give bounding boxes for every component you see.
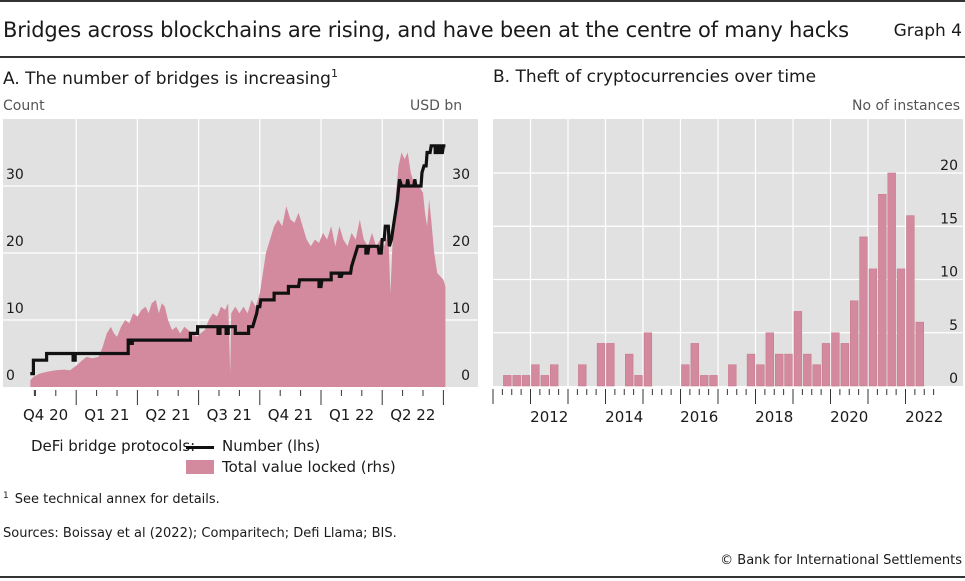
bar-2013-Q2 [578,364,587,387]
legend-number-line-swatch [186,446,214,449]
bar-2014-Q4 [634,375,643,387]
bar-2018-Q1 [756,364,765,387]
sources-note: Sources: Boissay et al (2022); Comparite… [3,526,397,541]
bar-2019-Q1 [793,311,803,387]
title-rule [0,56,965,58]
bar-2012-Q1 [531,364,540,387]
bar-2020-Q1 [831,332,840,387]
top-rule [0,0,965,2]
bar-2015-Q1 [643,332,653,387]
bar-2021-Q4 [896,268,906,387]
panel-a-x-tick-label: Q4 21 [268,406,313,424]
bar-2020-Q4 [859,236,868,387]
bar-2019-Q3 [812,364,821,387]
bar-2018-Q4 [784,353,793,387]
bar-2018-Q3 [775,353,784,387]
number-line [30,144,446,376]
legend-tvl-swatch [186,460,214,474]
bar-2022-Q1 [906,215,915,387]
bar-2016-Q3 [700,375,709,387]
panel-b-x-tick-label: 2014 [605,408,643,426]
bar-2016-Q4 [709,375,718,387]
bar-2013-Q4 [596,343,606,387]
panel-b-right-tick-label: 20 [940,158,958,174]
panel-a-left-axis-unit: Count [3,98,45,114]
bar-2020-Q2 [840,343,849,387]
bar-2012-Q3 [550,364,559,387]
legend-tvl-label: Total value locked (rhs) [222,458,396,476]
bar-2017-Q2 [728,364,737,387]
panel-b-title: B. Theft of cryptocurrencies over time [493,67,817,87]
bar-2014-Q1 [606,343,615,387]
panel-b-right-tick-label: 10 [940,265,958,281]
bar-2021-Q1 [868,268,878,387]
panel-b-right-tick-label: 5 [949,318,958,334]
panel-a-left-tick-label: 10 [6,301,24,317]
panel-b-chart: 0 5 10 15 20 2012 2014 2016 2018 2020 2022 [492,119,965,426]
copyright: © Bank for International Settlements [720,553,962,568]
charts-canvas: 0 10 20 30 0 10 20 30 Q4 20 Q1 21 Q2 21 Q3 21 Q4 21 Q… [3,119,965,426]
panel-b-x-tick-label: 2022 [905,408,943,426]
bar-2016-Q2 [690,343,699,387]
panel-a-title: A. The number of bridges is increasing1 [3,67,338,89]
bar-2021-Q2 [878,194,887,387]
panel-a-left-tick-label: 20 [6,234,24,250]
panel-a-left-tick-label: 0 [6,368,15,384]
bar-2019-Q2 [803,353,812,387]
panel-a-x-tick-label: Q2 22 [390,406,435,424]
panel-b-x-tick-label: 2016 [680,408,718,426]
panel-a-x-tick-label: Q1 22 [329,406,374,424]
bottom-rule [0,576,965,578]
bar-2020-Q3 [850,300,859,387]
panel-a-x-tick-label: Q3 21 [207,406,252,424]
footnote-text: See technical annex for details. [14,492,220,507]
footnote: 1 See technical annex for details. [3,491,220,507]
panel-a-right-axis-unit: USD bn [410,98,463,114]
panel-b-right-tick-label: 15 [940,211,958,227]
panel-b-x-tick-label: 2020 [830,408,868,426]
panel-a-right-tick-label: 10 [452,301,470,317]
panel-a-left-tick-label: 30 [6,167,24,183]
panel-a-footnote-mark: 1 [330,67,338,80]
panel-b-x-tick-label: 2018 [755,408,793,426]
panel-b-x-tick-label: 2012 [530,408,568,426]
chart-title: Bridges across blockchains are rising, a… [3,18,849,42]
panel-a-x-tick-label: Q4 20 [23,406,68,424]
bar-2019-Q4 [821,343,831,387]
panel-a-right-tick-label: 20 [452,234,470,250]
bar-2011-Q4 [521,375,531,387]
bar-2014-Q3 [625,353,634,387]
footnote-mark: 1 [3,491,9,501]
panel-a-right-tick-label: 30 [452,167,470,183]
bar-2011-Q2 [503,375,512,387]
panel-a-right-tick-label: 0 [461,368,470,384]
graph-number: Graph 4 [893,21,962,41]
bar-2021-Q3 [887,172,896,387]
legend-lead-label: DeFi bridge protocols: [31,437,196,455]
panel-b-right-axis-unit: No of instances [852,98,961,114]
bar-2016-Q1 [681,364,690,387]
bar-2017-Q4 [746,353,756,387]
legend-number-label: Number (lhs) [222,437,321,455]
tvl-area [30,152,446,387]
bar-2011-Q3 [512,375,521,387]
bar-2018-Q2 [765,332,774,387]
panel-a-x-tick-label: Q1 21 [84,406,129,424]
bar-2022-Q2 [915,321,924,387]
panel-a-chart: 0 10 20 30 0 10 20 30 Q4 20 Q1 21 Q2 21 Q3 21 Q4 21 Q… [3,119,478,424]
panel-a-title-text: A. The number of bridges is increasing [3,69,331,89]
panel-b-right-tick-label: 0 [949,371,958,387]
panel-a-x-tick-label: Q2 21 [145,406,190,424]
bar-2012-Q2 [540,375,549,387]
